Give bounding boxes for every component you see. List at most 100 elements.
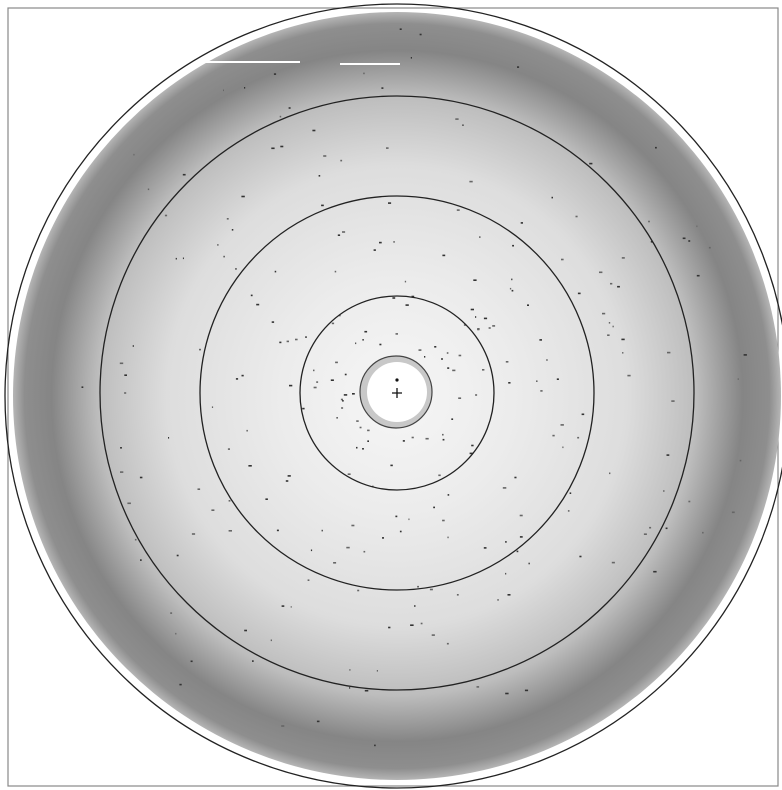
spot bbox=[191, 661, 193, 663]
spot bbox=[288, 475, 291, 477]
spot bbox=[442, 434, 444, 436]
spot bbox=[229, 530, 232, 532]
spot bbox=[165, 215, 167, 217]
spot bbox=[236, 378, 238, 380]
spot bbox=[434, 346, 436, 348]
spot bbox=[280, 146, 283, 148]
spot bbox=[374, 249, 376, 251]
spot bbox=[489, 327, 491, 329]
spot bbox=[452, 370, 455, 372]
spot bbox=[546, 359, 548, 361]
spot bbox=[562, 447, 563, 449]
spot bbox=[377, 670, 378, 672]
spot bbox=[392, 297, 395, 299]
spot bbox=[447, 352, 449, 354]
spot bbox=[469, 181, 472, 183]
spot bbox=[360, 427, 362, 429]
page-body: (() => { const svg = document.getElement… bbox=[0, 0, 782, 790]
spot bbox=[246, 430, 248, 432]
spot bbox=[321, 205, 324, 207]
spot bbox=[417, 586, 419, 588]
spot bbox=[242, 375, 244, 377]
spot bbox=[311, 550, 312, 552]
spot bbox=[127, 503, 130, 505]
spot bbox=[317, 721, 320, 723]
spot bbox=[120, 471, 123, 473]
spot bbox=[362, 448, 364, 450]
spot bbox=[120, 363, 123, 365]
spot bbox=[433, 507, 435, 509]
spot bbox=[473, 279, 476, 281]
spot bbox=[345, 374, 347, 376]
spot bbox=[289, 107, 291, 109]
spot bbox=[622, 352, 623, 354]
spot bbox=[602, 313, 605, 315]
spot bbox=[667, 352, 670, 354]
spot bbox=[199, 349, 201, 351]
spot bbox=[388, 202, 391, 204]
spot bbox=[286, 480, 289, 482]
diffraction-image bbox=[0, 0, 782, 790]
spot bbox=[458, 397, 461, 399]
spot bbox=[475, 316, 476, 318]
spot bbox=[438, 475, 440, 477]
spot bbox=[352, 393, 355, 395]
spot bbox=[442, 255, 445, 257]
spot bbox=[477, 329, 479, 331]
spot bbox=[426, 438, 429, 440]
spot bbox=[228, 448, 230, 450]
spot bbox=[314, 387, 317, 389]
spot bbox=[396, 333, 399, 335]
spot bbox=[570, 492, 572, 494]
spot bbox=[224, 256, 225, 258]
spot bbox=[357, 590, 359, 592]
spot bbox=[424, 356, 425, 358]
spot bbox=[612, 562, 615, 564]
spot bbox=[192, 533, 195, 535]
spot bbox=[552, 435, 554, 437]
spot bbox=[582, 414, 585, 416]
spot bbox=[441, 358, 443, 360]
spot bbox=[179, 684, 181, 686]
spot bbox=[211, 509, 214, 511]
spot bbox=[471, 309, 474, 311]
spot bbox=[577, 437, 579, 439]
spot bbox=[241, 196, 244, 198]
spot bbox=[251, 295, 253, 297]
spot bbox=[568, 510, 570, 512]
spot bbox=[395, 378, 398, 381]
spot bbox=[374, 745, 376, 747]
spot bbox=[394, 241, 395, 243]
spot bbox=[364, 551, 366, 553]
spot bbox=[335, 362, 338, 364]
spot bbox=[277, 530, 279, 532]
spot bbox=[212, 406, 213, 408]
spot bbox=[133, 345, 134, 347]
spot bbox=[517, 66, 519, 68]
spot bbox=[340, 160, 342, 162]
spot bbox=[322, 530, 323, 532]
spot bbox=[388, 627, 390, 629]
spot bbox=[663, 490, 664, 492]
spot bbox=[471, 445, 473, 447]
spot bbox=[462, 124, 464, 126]
spot bbox=[484, 318, 487, 320]
spot bbox=[170, 612, 172, 614]
spot bbox=[420, 34, 422, 36]
spot bbox=[319, 175, 321, 177]
spot bbox=[732, 512, 735, 514]
spot bbox=[177, 555, 179, 557]
spot bbox=[655, 147, 657, 149]
spot bbox=[82, 386, 84, 388]
spot bbox=[484, 547, 487, 549]
spot bbox=[520, 536, 523, 538]
spot bbox=[589, 163, 592, 165]
spot bbox=[610, 283, 612, 285]
spot bbox=[609, 473, 610, 475]
spot bbox=[505, 541, 507, 543]
spot bbox=[506, 361, 509, 363]
spot bbox=[709, 247, 711, 249]
spot bbox=[744, 354, 747, 356]
spot bbox=[386, 147, 389, 149]
spot bbox=[120, 447, 122, 449]
